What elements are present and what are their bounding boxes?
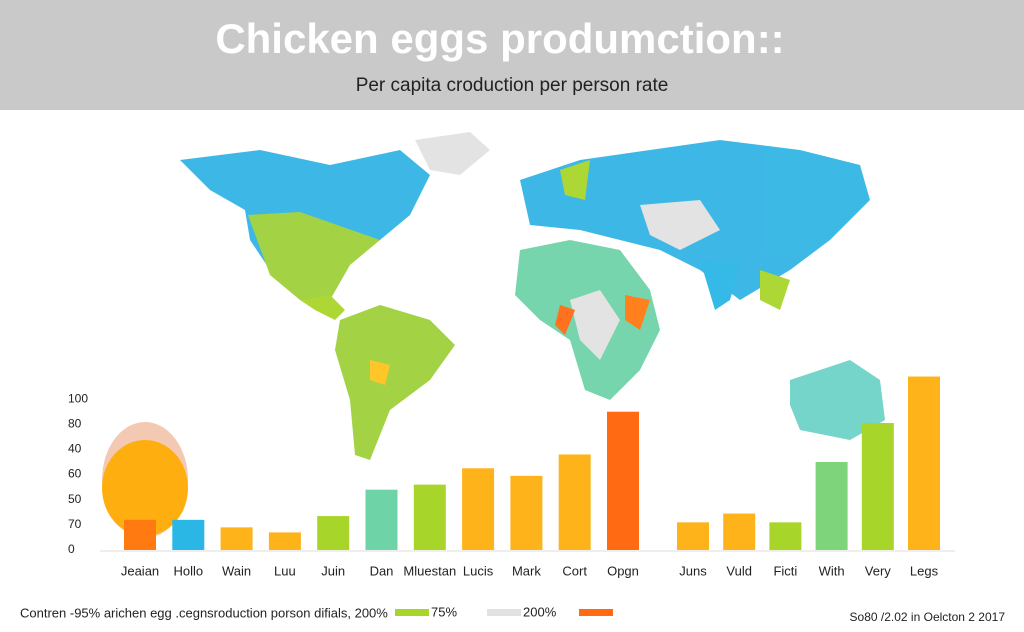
chart-title: Chicken eggs produmction:: bbox=[215, 15, 784, 62]
x-tick-label: Cort bbox=[562, 563, 587, 578]
legend-swatch bbox=[395, 609, 429, 616]
bar bbox=[769, 522, 802, 550]
y-tick-label: 0 bbox=[68, 542, 75, 556]
chart-subtitle: Per capita croduction per person rate bbox=[356, 75, 669, 96]
x-tick-label: Very bbox=[865, 563, 892, 578]
y-tick-label: 60 bbox=[68, 467, 82, 481]
bar bbox=[723, 513, 756, 550]
legend-label: 200% bbox=[523, 604, 557, 619]
x-tick-label: Ficti bbox=[773, 563, 797, 578]
legend-swatch bbox=[487, 609, 521, 616]
bar bbox=[220, 527, 253, 550]
world-map bbox=[180, 132, 885, 460]
y-tick-label: 40 bbox=[68, 442, 82, 456]
x-tick-label: Luu bbox=[274, 563, 296, 578]
legend-text: Contren -95% arichen egg .cegnsroduction… bbox=[20, 605, 388, 620]
bar bbox=[908, 376, 940, 550]
bar bbox=[815, 462, 848, 550]
bar bbox=[607, 411, 639, 550]
bar bbox=[124, 519, 156, 550]
x-tick-label: Dan bbox=[370, 563, 394, 578]
bar bbox=[268, 532, 301, 550]
legend-label: 75% bbox=[431, 604, 457, 619]
x-tick-label: Lucis bbox=[463, 563, 494, 578]
bar bbox=[510, 475, 543, 550]
x-tick-label: Juns bbox=[679, 563, 707, 578]
x-tick-label: Mark bbox=[512, 563, 541, 578]
bar bbox=[462, 468, 495, 550]
bar bbox=[317, 516, 350, 550]
y-tick-label: 80 bbox=[68, 416, 82, 430]
bar bbox=[861, 423, 894, 550]
x-tick-label: Hollo bbox=[173, 563, 203, 578]
legend-swatch bbox=[579, 609, 613, 616]
x-tick-label: Jeaian bbox=[121, 563, 159, 578]
x-tick-label: Wain bbox=[222, 563, 251, 578]
x-tick-label: With bbox=[819, 563, 845, 578]
source-note: So80 /2.02 in Oelcton 2 2017 bbox=[850, 610, 1006, 624]
x-tick-label: Vuld bbox=[726, 563, 752, 578]
bar bbox=[677, 522, 709, 550]
egg-icon bbox=[102, 422, 188, 538]
y-tick-label: 70 bbox=[68, 517, 82, 531]
y-tick-label: 100 bbox=[68, 391, 88, 405]
bar bbox=[172, 519, 205, 550]
x-tick-label: Mluestan bbox=[403, 563, 456, 578]
x-tick-label: Juin bbox=[321, 563, 345, 578]
x-tick-label: Legs bbox=[910, 563, 939, 578]
header-band bbox=[0, 0, 1024, 110]
x-tick-label: Opgn bbox=[607, 563, 639, 578]
bar bbox=[365, 489, 398, 550]
bar bbox=[413, 484, 446, 550]
bar bbox=[558, 454, 591, 550]
y-tick-label: 50 bbox=[68, 492, 82, 506]
